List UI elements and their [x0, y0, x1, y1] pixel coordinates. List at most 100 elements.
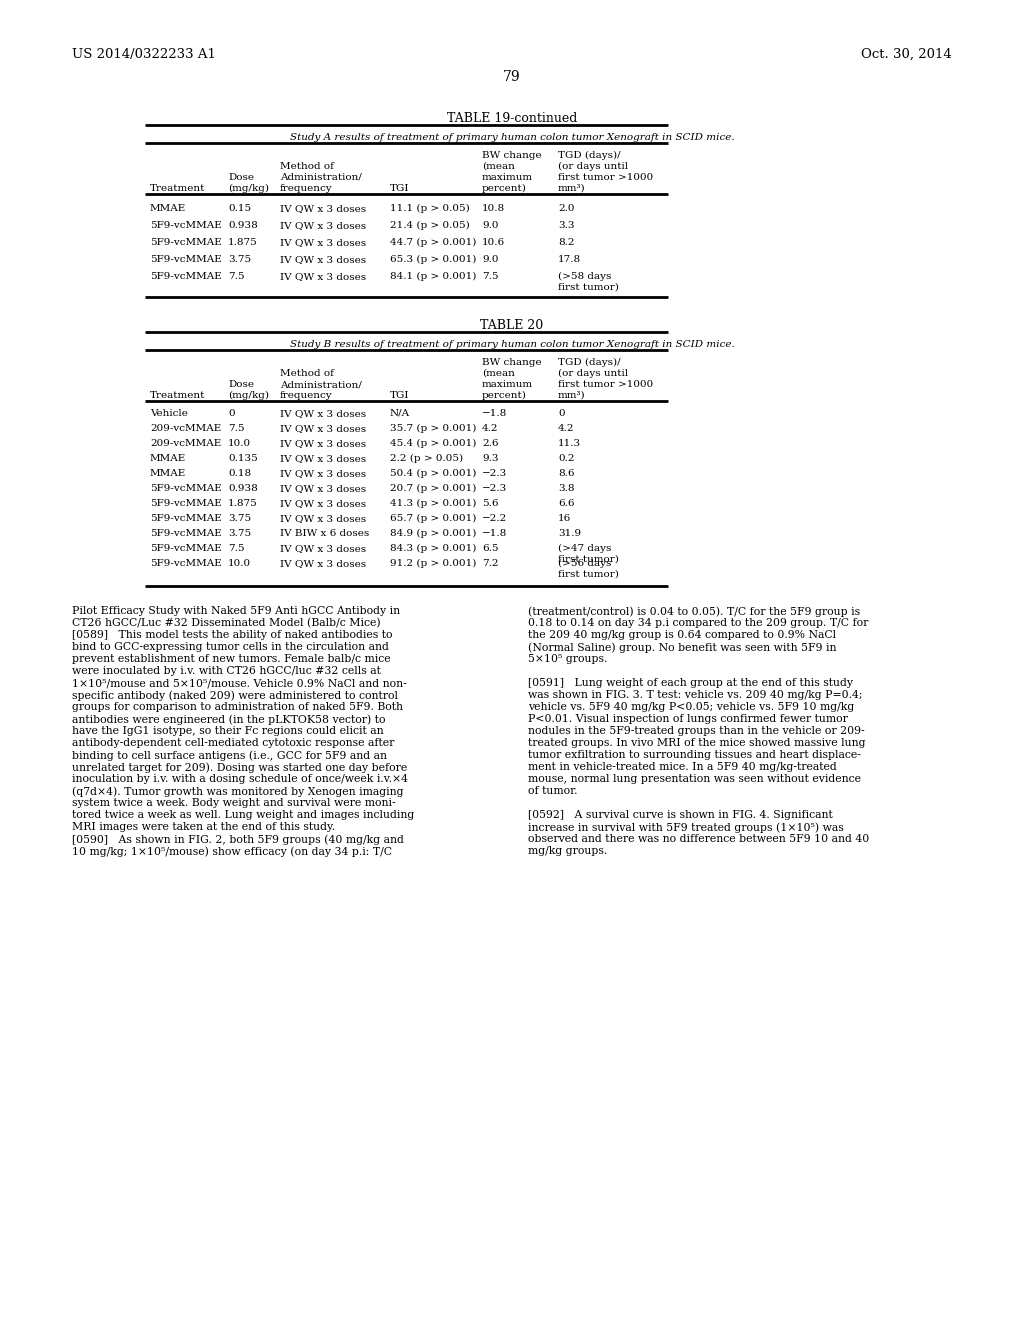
- Text: 21.4 (p > 0.05): 21.4 (p > 0.05): [390, 220, 470, 230]
- Text: 2.2 (p > 0.05): 2.2 (p > 0.05): [390, 454, 463, 463]
- Text: 5F9-vcMMAE: 5F9-vcMMAE: [150, 544, 222, 553]
- Text: 84.9 (p > 0.001): 84.9 (p > 0.001): [390, 529, 476, 539]
- Text: 10.8: 10.8: [482, 205, 505, 213]
- Text: percent): percent): [482, 391, 527, 400]
- Text: (or days until: (or days until: [558, 162, 628, 172]
- Text: (mg/kg): (mg/kg): [228, 183, 269, 193]
- Text: MMAE: MMAE: [150, 454, 186, 463]
- Text: 0.938: 0.938: [228, 484, 258, 492]
- Text: mg/kg groups.: mg/kg groups.: [528, 846, 607, 855]
- Text: 3.75: 3.75: [228, 513, 251, 523]
- Text: TABLE 19-continued: TABLE 19-continued: [446, 112, 578, 125]
- Text: TGD (days)/: TGD (days)/: [558, 358, 621, 367]
- Text: Treatment: Treatment: [150, 391, 206, 400]
- Text: 5F9-vcMMAE: 5F9-vcMMAE: [150, 484, 222, 492]
- Text: 5F9-vcMMAE: 5F9-vcMMAE: [150, 272, 222, 281]
- Text: 79: 79: [503, 70, 521, 84]
- Text: −1.8: −1.8: [482, 409, 507, 418]
- Text: 8.2: 8.2: [558, 238, 574, 247]
- Text: 11.1 (p > 0.05): 11.1 (p > 0.05): [390, 205, 470, 213]
- Text: IV QW x 3 doses: IV QW x 3 doses: [280, 424, 367, 433]
- Text: 45.4 (p > 0.001): 45.4 (p > 0.001): [390, 440, 476, 447]
- Text: 0.2: 0.2: [558, 454, 574, 463]
- Text: increase in survival with 5F9 treated groups (1×10⁵) was: increase in survival with 5F9 treated gr…: [528, 822, 844, 833]
- Text: −2.3: −2.3: [482, 484, 507, 492]
- Text: were inoculated by i.v. with CT26 hGCC/luc #32 cells at: were inoculated by i.v. with CT26 hGCC/l…: [72, 667, 381, 676]
- Text: maximum: maximum: [482, 380, 534, 389]
- Text: 5F9-vcMMAE: 5F9-vcMMAE: [150, 529, 222, 539]
- Text: 50.4 (p > 0.001): 50.4 (p > 0.001): [390, 469, 476, 478]
- Text: IV QW x 3 doses: IV QW x 3 doses: [280, 558, 367, 568]
- Text: 0: 0: [558, 409, 564, 418]
- Text: Study B results of treatment of primary human colon tumor Xenograft in SCID mice: Study B results of treatment of primary …: [290, 341, 734, 348]
- Text: 0.18: 0.18: [228, 469, 251, 478]
- Text: 0.938: 0.938: [228, 220, 258, 230]
- Text: IV QW x 3 doses: IV QW x 3 doses: [280, 255, 367, 264]
- Text: 4.2: 4.2: [558, 424, 574, 433]
- Text: nodules in the 5F9-treated groups than in the vehicle or 209-: nodules in the 5F9-treated groups than i…: [528, 726, 864, 737]
- Text: US 2014/0322233 A1: US 2014/0322233 A1: [72, 48, 216, 61]
- Text: [0590]   As shown in FIG. 2, both 5F9 groups (40 mg/kg and: [0590] As shown in FIG. 2, both 5F9 grou…: [72, 834, 403, 845]
- Text: 65.7 (p > 0.001): 65.7 (p > 0.001): [390, 513, 476, 523]
- Text: Method of: Method of: [280, 370, 334, 378]
- Text: system twice a week. Body weight and survival were moni-: system twice a week. Body weight and sur…: [72, 799, 395, 808]
- Text: TGI: TGI: [390, 183, 410, 193]
- Text: the 209 40 mg/kg group is 0.64 compared to 0.9% NaCl: the 209 40 mg/kg group is 0.64 compared …: [528, 630, 837, 640]
- Text: (>56 days: (>56 days: [558, 558, 611, 568]
- Text: BW change: BW change: [482, 358, 542, 367]
- Text: MRI images were taken at the end of this study.: MRI images were taken at the end of this…: [72, 822, 335, 832]
- Text: 84.1 (p > 0.001): 84.1 (p > 0.001): [390, 272, 476, 281]
- Text: IV QW x 3 doses: IV QW x 3 doses: [280, 499, 367, 508]
- Text: have the IgG1 isotype, so their Fc regions could elicit an: have the IgG1 isotype, so their Fc regio…: [72, 726, 384, 737]
- Text: (or days until: (or days until: [558, 370, 628, 378]
- Text: 3.3: 3.3: [558, 220, 574, 230]
- Text: 5×10⁵ groups.: 5×10⁵ groups.: [528, 653, 607, 664]
- Text: 2.0: 2.0: [558, 205, 574, 213]
- Text: (treatment/control) is 0.04 to 0.05). T/C for the 5F9 group is: (treatment/control) is 0.04 to 0.05). T/…: [528, 606, 860, 616]
- Text: 209-vcMMAE: 209-vcMMAE: [150, 440, 221, 447]
- Text: 209-vcMMAE: 209-vcMMAE: [150, 424, 221, 433]
- Text: 16: 16: [558, 513, 571, 523]
- Text: groups for comparison to administration of naked 5F9. Both: groups for comparison to administration …: [72, 702, 403, 711]
- Text: TABLE 20: TABLE 20: [480, 319, 544, 333]
- Text: N/A: N/A: [390, 409, 411, 418]
- Text: TGI: TGI: [390, 391, 410, 400]
- Text: Vehicle: Vehicle: [150, 409, 187, 418]
- Text: mm³): mm³): [558, 391, 586, 400]
- Text: 1.875: 1.875: [228, 238, 258, 247]
- Text: (q7d×4). Tumor growth was monitored by Xenogen imaging: (q7d×4). Tumor growth was monitored by X…: [72, 785, 403, 796]
- Text: P<0.01. Visual inspection of lungs confirmed fewer tumor: P<0.01. Visual inspection of lungs confi…: [528, 714, 848, 723]
- Text: IV QW x 3 doses: IV QW x 3 doses: [280, 454, 367, 463]
- Text: MMAE: MMAE: [150, 205, 186, 213]
- Text: of tumor.: of tumor.: [528, 785, 578, 796]
- Text: CT26 hGCC/Luc #32 Disseminated Model (Balb/c Mice): CT26 hGCC/Luc #32 Disseminated Model (Ba…: [72, 618, 381, 628]
- Text: observed and there was no difference between 5F9 10 and 40: observed and there was no difference bet…: [528, 834, 869, 843]
- Text: Treatment: Treatment: [150, 183, 206, 193]
- Text: −2.3: −2.3: [482, 469, 507, 478]
- Text: (mean: (mean: [482, 370, 515, 378]
- Text: Dose: Dose: [228, 380, 254, 389]
- Text: binding to cell surface antigens (i.e., GCC for 5F9 and an: binding to cell surface antigens (i.e., …: [72, 750, 387, 760]
- Text: prevent establishment of new tumors. Female balb/c mice: prevent establishment of new tumors. Fem…: [72, 653, 390, 664]
- Text: Administration/: Administration/: [280, 380, 361, 389]
- Text: 1.875: 1.875: [228, 499, 258, 508]
- Text: 7.5: 7.5: [228, 272, 245, 281]
- Text: 7.5: 7.5: [228, 544, 245, 553]
- Text: −2.2: −2.2: [482, 513, 507, 523]
- Text: IV QW x 3 doses: IV QW x 3 doses: [280, 513, 367, 523]
- Text: IV BIW x 6 doses: IV BIW x 6 doses: [280, 529, 370, 539]
- Text: frequency: frequency: [280, 183, 333, 193]
- Text: unrelated target for 209). Dosing was started one day before: unrelated target for 209). Dosing was st…: [72, 762, 408, 772]
- Text: 1×10⁵/mouse and 5×10⁵/mouse. Vehicle 0.9% NaCl and non-: 1×10⁵/mouse and 5×10⁵/mouse. Vehicle 0.9…: [72, 678, 407, 688]
- Text: 5F9-vcMMAE: 5F9-vcMMAE: [150, 238, 222, 247]
- Text: IV QW x 3 doses: IV QW x 3 doses: [280, 440, 367, 447]
- Text: 31.9: 31.9: [558, 529, 582, 539]
- Text: BW change: BW change: [482, 150, 542, 160]
- Text: first tumor): first tumor): [558, 554, 618, 564]
- Text: [0591]   Lung weight of each group at the end of this study: [0591] Lung weight of each group at the …: [528, 678, 853, 688]
- Text: first tumor): first tumor): [558, 282, 618, 292]
- Text: 9.0: 9.0: [482, 255, 499, 264]
- Text: IV QW x 3 doses: IV QW x 3 doses: [280, 272, 367, 281]
- Text: 44.7 (p > 0.001): 44.7 (p > 0.001): [390, 238, 476, 247]
- Text: ment in vehicle-treated mice. In a 5F9 40 mg/kg-treated: ment in vehicle-treated mice. In a 5F9 4…: [528, 762, 837, 772]
